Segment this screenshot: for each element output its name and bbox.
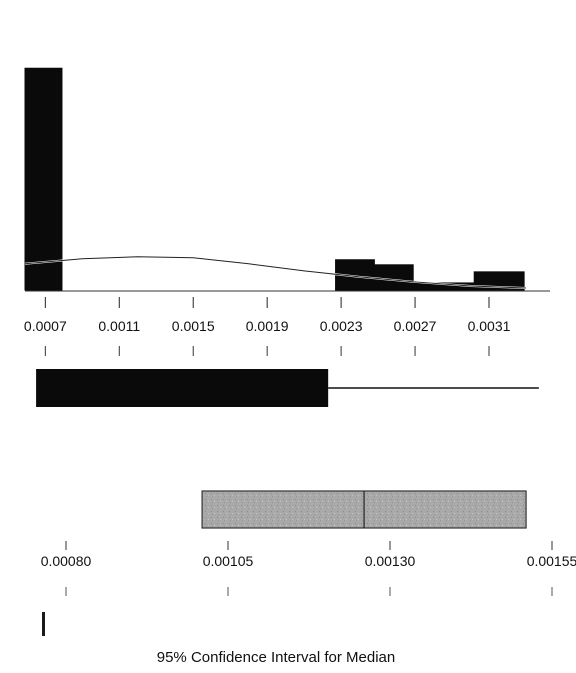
histogram-bar	[473, 271, 525, 291]
boxplot-box	[36, 369, 329, 407]
ci-mu-tick-label: 0.00130	[365, 553, 416, 569]
ci-median-interval-mark	[42, 612, 45, 636]
histogram-tick-label: 0.0023	[320, 318, 363, 334]
boxplot	[36, 346, 539, 407]
histogram-bar	[373, 264, 414, 291]
histogram: 0.0007 0.0011 0.0015 0.0019 0.0023 0.0027 0.00…	[24, 67, 550, 334]
histogram-tick-label: 0.0015	[172, 318, 215, 334]
ci-mu-panel: 0.00080 0.00105 0.00130 0.00155	[41, 490, 576, 596]
ci-median-panel: 95% Confidence Interval for Median	[42, 612, 395, 666]
ci-mu-tick-label: 0.00155	[527, 553, 576, 569]
normal-curve	[24, 256, 526, 289]
histogram-tick-label: 0.0007	[24, 318, 67, 334]
ci-mu-tick-label: 0.00105	[203, 553, 254, 569]
histogram-tick-label: 0.0031	[468, 318, 511, 334]
histogram-bar	[24, 67, 63, 291]
histogram-tick-label: 0.0019	[246, 318, 289, 334]
histogram-tick-label: 0.0011	[98, 318, 140, 334]
ci-mu-tick-label: 0.00080	[41, 553, 92, 569]
ci-median-title: 95% Confidence Interval for Median	[157, 649, 395, 666]
histogram-tick-label: 0.0027	[394, 318, 437, 334]
